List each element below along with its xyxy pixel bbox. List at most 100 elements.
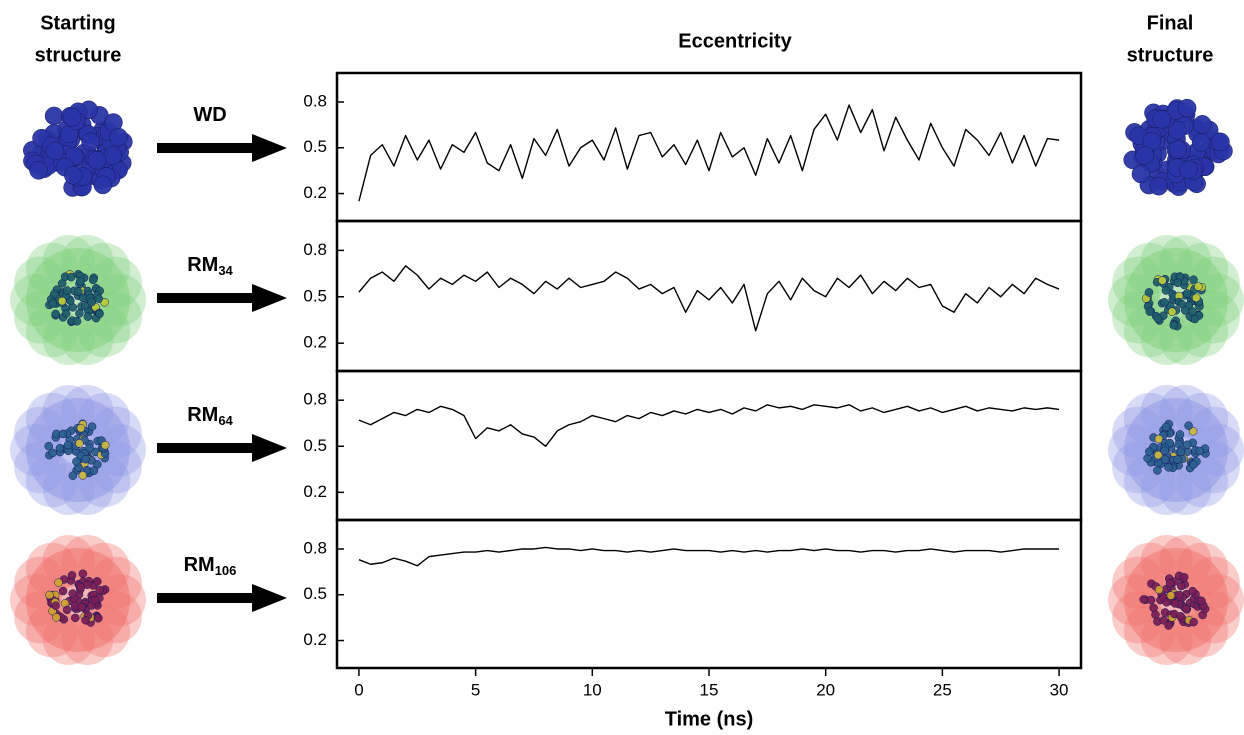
atom (1188, 307, 1197, 316)
system-label: WD (193, 104, 226, 126)
atom (1190, 314, 1200, 324)
atom (1189, 617, 1198, 627)
atom (1182, 440, 1192, 449)
eccentricity-line (358, 404, 1060, 447)
system-label: RM64 (187, 404, 233, 428)
atom (54, 578, 63, 587)
y-tick-label: 0.2 (303, 183, 327, 202)
atom (1175, 590, 1184, 600)
y-tick-label: 0.2 (303, 333, 327, 352)
atom (1145, 447, 1154, 456)
x-tick-label: 5 (471, 680, 480, 699)
atom (95, 309, 104, 319)
atom (1189, 275, 1198, 284)
system-label-main: RM (187, 404, 218, 426)
atom (93, 175, 113, 195)
y-tick-label: 0.8 (303, 91, 327, 110)
eccentricity-line (358, 265, 1060, 332)
atom (48, 299, 58, 308)
atom (1191, 293, 1201, 303)
system-label-main: WD (193, 104, 226, 126)
arrow (157, 434, 287, 462)
atom (1160, 298, 1169, 307)
atom (88, 275, 98, 285)
eccentricity-line (358, 104, 1060, 202)
atom (1173, 455, 1182, 464)
atom (1176, 581, 1186, 591)
atom (1158, 276, 1167, 285)
atom (87, 150, 107, 170)
molecule-image (1123, 98, 1233, 196)
atom (57, 296, 67, 306)
atom (1149, 603, 1158, 613)
eccentricity-line (358, 546, 1060, 567)
system-label-subscript: 34 (218, 263, 233, 278)
atom (62, 605, 72, 615)
y-tick-label: 0.5 (303, 137, 327, 156)
x-axis-label: Time (ns) (665, 708, 754, 730)
atom (58, 429, 68, 439)
y-tick-label: 0.8 (303, 538, 327, 557)
atom (62, 286, 72, 295)
atom (77, 602, 86, 612)
y-tick-label: 0.8 (303, 240, 327, 259)
arrow (157, 134, 287, 162)
atom (76, 423, 86, 433)
atom (45, 141, 65, 161)
atom (67, 571, 77, 580)
atom (58, 586, 68, 596)
x-tick-label: 15 (700, 680, 719, 699)
molecule-image (23, 100, 133, 197)
atom (90, 595, 100, 605)
molecule-image (1108, 535, 1244, 665)
atom (100, 440, 110, 450)
atom (1166, 591, 1176, 600)
atom (1180, 573, 1189, 582)
atom (1165, 579, 1175, 588)
atom (1135, 146, 1154, 165)
atom (103, 146, 122, 165)
atom (1144, 288, 1154, 297)
atom (1164, 463, 1173, 472)
y-tick-label: 0.2 (303, 482, 327, 501)
atom (1189, 460, 1198, 469)
atom (78, 471, 88, 480)
atom (1193, 115, 1212, 134)
atom (44, 106, 64, 126)
x-tick-label: 30 (1050, 680, 1069, 699)
atom (1173, 278, 1182, 288)
atom (1162, 598, 1171, 607)
atom (87, 297, 96, 307)
system-label: RM34 (187, 254, 233, 278)
atom (1188, 586, 1197, 596)
atom (1167, 307, 1177, 316)
atom (1188, 427, 1198, 436)
atom (1184, 421, 1193, 430)
atom (1139, 595, 1148, 604)
molecule-image (1108, 385, 1244, 515)
atom (94, 614, 103, 623)
plot-frame (335, 518, 1083, 670)
atom (44, 441, 53, 451)
y-tick-label: 0.2 (303, 630, 327, 649)
molecule-image (10, 385, 146, 515)
atom (1153, 314, 1163, 323)
atom (68, 471, 78, 480)
x-tick-label: 10 (583, 680, 602, 699)
atom (1154, 585, 1164, 594)
atom (1145, 307, 1154, 316)
atom (64, 166, 83, 185)
atom (1176, 447, 1185, 457)
atom (71, 613, 80, 623)
atom (29, 161, 48, 180)
atom (1179, 160, 1198, 179)
atom (55, 443, 65, 453)
atom (87, 422, 97, 431)
atom (95, 585, 104, 595)
atom (1211, 132, 1230, 152)
atom (92, 577, 102, 586)
atom (51, 309, 60, 319)
atom (1176, 611, 1185, 621)
atom (109, 127, 128, 147)
